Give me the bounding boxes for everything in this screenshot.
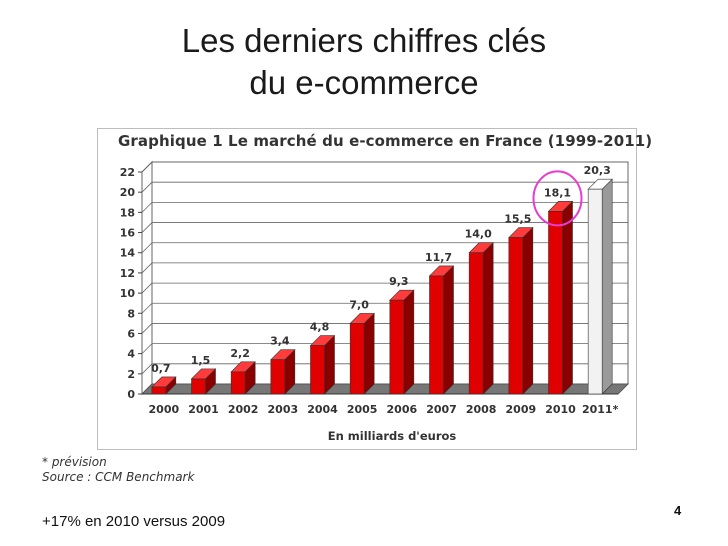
highlight-circle — [532, 170, 583, 227]
bar — [429, 275, 444, 395]
x-tick-label: 2008 — [466, 403, 497, 416]
y-tick-label: 2 — [127, 368, 135, 381]
bar-side — [443, 265, 454, 395]
x-tick-label: 2010 — [545, 403, 576, 416]
gridline-side — [141, 343, 153, 354]
y-tick-label: 14 — [120, 247, 136, 260]
data-label: 9,3 — [389, 275, 409, 288]
slide-title: Les derniers chiffres clés du e-commerce — [40, 20, 688, 104]
x-tick-label: 2007 — [426, 403, 457, 416]
chart-title: Graphique 1 Le marché du e-commerce en F… — [118, 132, 653, 150]
gridline-side — [141, 202, 153, 213]
bar — [349, 323, 365, 395]
x-tick-label: 2002 — [228, 403, 259, 416]
slide-title-line-2: du e-commerce — [249, 64, 479, 101]
x-tick-label: 2000 — [149, 403, 180, 416]
x-tick-label: 2004 — [307, 403, 338, 416]
chart-container: 0 2 4 6 8 10 12 14 16 18 20 22 0,7 2000 1,5 2001 2,2 2002… — [97, 128, 637, 450]
bar — [468, 252, 484, 395]
y-tick-label: 0 — [127, 388, 135, 401]
source-footnote: Source : CCM Benchmark — [42, 470, 195, 484]
bar-side — [403, 289, 415, 395]
data-label: 1,5 — [191, 354, 211, 367]
gridline-side — [141, 282, 153, 294]
page-number: 4 — [674, 503, 682, 518]
x-tick-label: 2001 — [188, 403, 219, 416]
data-label: 7,0 — [349, 298, 369, 311]
gridline-side — [141, 222, 153, 233]
left-wall — [141, 160, 153, 396]
x-tick-label: 2005 — [347, 403, 378, 416]
y-tick-label: 10 — [120, 287, 136, 300]
bar — [270, 359, 286, 395]
y-tick-label: 4 — [127, 348, 135, 361]
y-tick-label: 16 — [120, 227, 136, 240]
growth-note: +17% en 2010 versus 2009 — [42, 513, 226, 530]
slide-title-line-1: Les derniers chiffres clés — [181, 22, 547, 59]
bar — [230, 371, 246, 395]
data-label: 20,3 — [584, 164, 611, 177]
bar — [310, 345, 325, 395]
forecast-footnote: * prévision — [42, 455, 107, 469]
bar — [191, 378, 206, 395]
gridline-side — [141, 242, 153, 254]
x-axis-label: En milliards d'euros — [328, 429, 457, 443]
gridline-side — [141, 161, 153, 173]
bar — [587, 188, 603, 395]
bar — [548, 211, 563, 395]
y-tick-label: 8 — [127, 307, 135, 320]
bar-side — [601, 178, 613, 395]
gridline-side — [141, 262, 153, 274]
data-label: 14,0 — [465, 228, 492, 241]
y-tick-label: 22 — [120, 166, 135, 179]
x-tick-label: 2011* — [582, 403, 619, 416]
data-label: 11,7 — [425, 251, 452, 264]
data-label: 15,5 — [504, 213, 531, 226]
x-tick-label: 2006 — [387, 403, 418, 416]
bar — [151, 386, 167, 395]
x-tick-label: 2003 — [268, 403, 299, 416]
x-tick-label: 2009 — [506, 403, 537, 416]
bar-side — [562, 200, 573, 395]
bar-side — [522, 226, 534, 395]
data-label: 0,7 — [151, 362, 171, 375]
gridline-side — [141, 302, 153, 314]
bar — [508, 237, 524, 395]
gridline-side — [141, 181, 153, 193]
bar-chart: 0 2 4 6 8 10 12 14 16 18 20 22 0,7 2000 1,5 2001 2,2 2002… — [97, 128, 637, 450]
y-tick-label: 18 — [120, 206, 135, 219]
gridline-side — [141, 363, 153, 375]
bar-side — [482, 242, 494, 395]
gridline-side — [141, 323, 153, 334]
data-label: 4,8 — [310, 321, 330, 334]
data-label: 18,1 — [544, 186, 571, 199]
bar-side — [363, 312, 375, 395]
data-label: 2,2 — [230, 347, 250, 360]
y-tick-label: 12 — [120, 267, 135, 280]
y-tick-label: 6 — [127, 327, 135, 340]
y-tick-label: 20 — [120, 186, 136, 199]
bar — [389, 299, 405, 395]
data-label: 3,4 — [270, 335, 290, 348]
